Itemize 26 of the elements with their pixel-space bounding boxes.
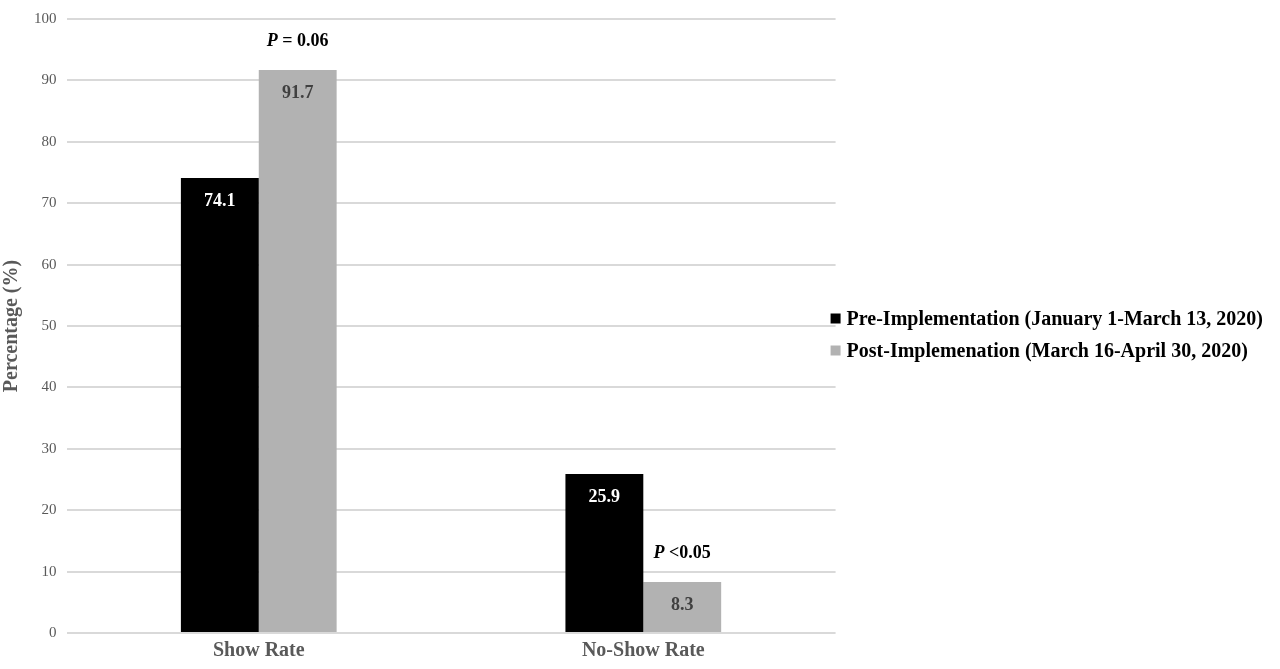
legend-label: Pre-Implementation (January 1-March 13, 2020) [846, 306, 1264, 330]
y-tick-label: 70 [41, 194, 57, 211]
y-tick-label: 10 [41, 562, 57, 579]
y-tick-label: 100 [34, 9, 57, 26]
y-tick-label: 20 [41, 501, 57, 518]
y-tick-label: 80 [41, 132, 57, 149]
y-tick-label: 30 [41, 439, 57, 456]
y-axis-title: Percentage (%) [0, 259, 23, 393]
x-tick-label: Show Rate [212, 638, 305, 661]
bar [180, 178, 259, 632]
legend-label: Post-Implemenation (March 16-April 30, 2020) [846, 338, 1248, 362]
x-tick-label: No-Show Rate [581, 638, 705, 661]
bar [258, 69, 337, 632]
y-tick-label: 60 [41, 255, 57, 272]
data-label: 91.7 [281, 81, 314, 102]
data-label: 74.1 [204, 189, 236, 210]
y-tick-label: 90 [41, 71, 57, 88]
annotation: P <0.05 [652, 541, 711, 562]
data-label: 25.9 [588, 485, 621, 506]
bar [565, 473, 644, 632]
y-tick-label: 40 [41, 378, 57, 395]
data-label: 8.3 [670, 593, 694, 614]
y-tick-label: 0 [49, 623, 57, 640]
annotation: P = 0.06 [265, 29, 329, 50]
y-tick-label: 50 [41, 316, 57, 333]
bar [643, 582, 722, 632]
